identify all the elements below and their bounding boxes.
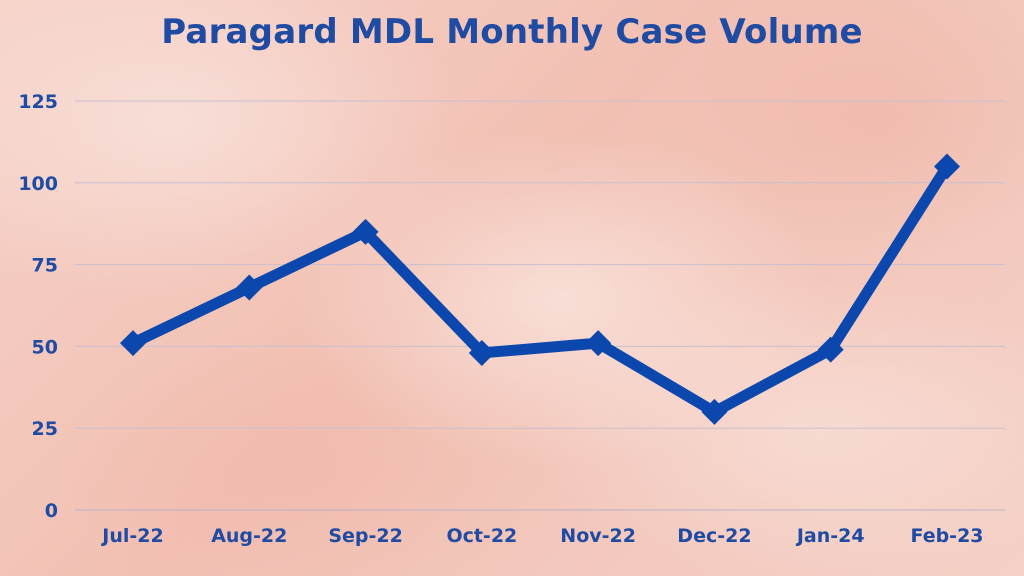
data-point-marker: [585, 330, 612, 357]
y-tick-label: 0: [45, 500, 58, 522]
x-axis-ticks: Jul-22 Aug-22 Sep-22 Oct-22 Nov-22 Dec-22 Jan-…: [100, 525, 983, 547]
y-axis-ticks: 0 25 50 75 100 125: [18, 91, 58, 522]
series-line: [127, 160, 953, 418]
data-point-marker: [352, 218, 379, 245]
data-point-marker: [934, 153, 960, 180]
x-tick-label: Aug-22: [211, 525, 287, 547]
series-group: [120, 153, 960, 425]
x-tick-label: Oct-22: [446, 525, 517, 547]
data-point-marker: [701, 398, 728, 425]
y-tick-label: 100: [18, 173, 58, 195]
data-point-marker: [120, 330, 146, 357]
y-tick-label: 125: [18, 91, 58, 113]
y-tick-label: 25: [32, 418, 58, 440]
x-tick-label: Jul-22: [100, 525, 163, 547]
y-tick-label: 50: [32, 336, 58, 358]
x-tick-label: Feb-23: [910, 525, 983, 547]
x-tick-label: Dec-22: [677, 525, 751, 547]
chart-title: Paragard MDL Monthly Case Volume: [161, 12, 863, 52]
x-tick-label: Nov-22: [560, 525, 636, 547]
x-tick-label: Sep-22: [328, 525, 403, 547]
data-point-marker: [236, 274, 263, 301]
data-point-marker: [468, 339, 495, 366]
y-tick-label: 75: [32, 255, 58, 277]
data-point-marker: [817, 336, 844, 363]
x-tick-label: Jan-24: [795, 525, 865, 547]
